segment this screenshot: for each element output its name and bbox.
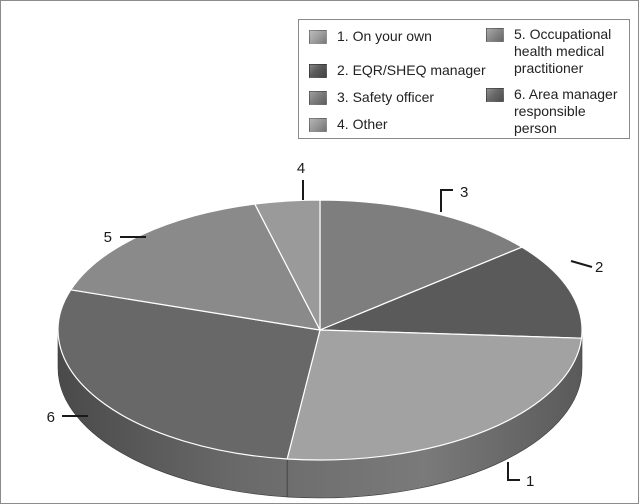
legend-label-2: 2. EQR/SHEQ manager <box>337 62 486 78</box>
pie-slice-5 <box>69 203 322 331</box>
legend-label-3: 3. Safety officer <box>337 89 435 105</box>
legend-item-6: 6. Area manager responsible person <box>486 86 626 137</box>
legend-item-5: 5. Occupational health medical practitio… <box>486 26 626 77</box>
pie-top-face <box>57 199 583 461</box>
callout-line-1 <box>507 462 520 481</box>
callout-label-5: 5 <box>104 229 112 246</box>
legend-label-4: 4. Other <box>337 116 388 132</box>
legend-item-2: 2. EQR/SHEQ manager <box>309 62 494 79</box>
callout-label-1: 1 <box>526 473 534 490</box>
callout-label-2: 2 <box>595 259 603 276</box>
callout-label-4: 4 <box>297 160 305 177</box>
legend-label-5: 5. Occupational health medical practitio… <box>514 26 612 76</box>
pie-slice-4 <box>253 199 321 331</box>
legend: 1. On your own 2. EQR/SHEQ manager 3. Sa… <box>298 19 630 139</box>
pie-slice-2 <box>319 246 583 339</box>
callout-line-3 <box>440 189 453 212</box>
callout-label-6: 6 <box>47 409 55 426</box>
legend-swatch-5 <box>486 28 504 42</box>
legend-swatch-4 <box>309 118 327 132</box>
callout-label-3: 3 <box>460 184 468 201</box>
pie-slice-6 <box>57 289 321 460</box>
legend-swatch-3 <box>309 91 327 105</box>
legend-label-1: 1. On your own <box>337 28 432 44</box>
legend-swatch-6 <box>486 88 504 102</box>
pie-slice-3 <box>319 199 524 331</box>
legend-label-6: 6. Area manager responsible person <box>514 86 618 136</box>
legend-swatch-1 <box>309 30 327 44</box>
pie-callouts: 1 2 3 4 5 6 <box>47 160 604 490</box>
legend-swatch-2 <box>309 64 327 78</box>
legend-item-4: 4. Other <box>309 116 459 133</box>
legend-item-3: 3. Safety officer <box>309 89 459 106</box>
legend-item-1: 1. On your own <box>309 28 459 45</box>
pie-slice-1 <box>286 329 583 461</box>
callout-line-2 <box>570 260 593 268</box>
